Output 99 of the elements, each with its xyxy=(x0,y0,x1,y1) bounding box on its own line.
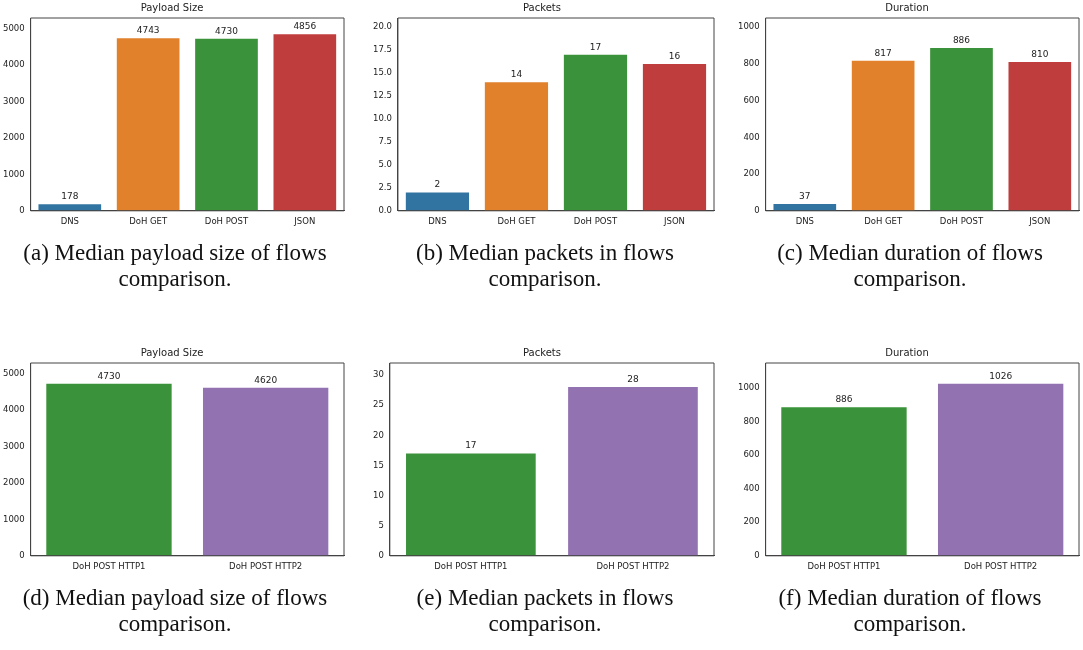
data-label: 17 xyxy=(465,440,477,451)
x-tick-label: DoH GET xyxy=(129,216,168,227)
y-tick-label: 10.0 xyxy=(372,113,392,124)
y-tick-label: 10 xyxy=(372,489,384,500)
y-tick-label: 1000 xyxy=(737,21,760,32)
bar xyxy=(116,38,180,211)
x-tick-label: DoH POST HTTP2 xyxy=(229,561,303,572)
data-label: 14 xyxy=(510,69,523,80)
bar xyxy=(484,82,549,211)
x-tick-label: DoH POST xyxy=(939,216,984,227)
y-tick-label: 1000 xyxy=(737,382,760,393)
chart-title: Payload Size xyxy=(140,1,204,13)
y-tick-label: 0.0 xyxy=(378,205,392,215)
y-tick-label: 0 xyxy=(754,550,760,560)
data-label: 817 xyxy=(874,47,892,58)
y-tick-label: 4000 xyxy=(2,404,25,415)
y-tick-label: 4000 xyxy=(2,59,25,70)
y-tick-label: 5000 xyxy=(2,368,25,379)
x-tick-label: JSON xyxy=(293,216,316,227)
y-tick-label: 400 xyxy=(743,482,760,493)
data-label: 37 xyxy=(799,190,811,201)
data-label: 17 xyxy=(589,41,602,52)
y-tick-label: 12.5 xyxy=(372,90,392,101)
x-tick-label: DoH POST xyxy=(573,216,618,227)
bar xyxy=(405,192,470,211)
chart-title: Duration xyxy=(885,1,929,13)
bar xyxy=(930,48,993,211)
y-tick-label: 1000 xyxy=(2,168,25,179)
data-label: 28 xyxy=(627,373,639,384)
y-tick-label: 5 xyxy=(378,519,384,530)
y-tick-label: 400 xyxy=(743,131,760,142)
y-tick-label: 0 xyxy=(754,205,760,215)
x-tick-label: DoH POST HTTP2 xyxy=(596,561,670,572)
data-label: 886 xyxy=(835,394,853,405)
y-tick-label: 600 xyxy=(743,449,760,460)
bar xyxy=(642,63,707,211)
y-tick-label: 0 xyxy=(19,205,25,215)
y-tick-label: 20 xyxy=(372,429,384,440)
data-label: 4743 xyxy=(136,25,160,36)
x-tick-label: DoH POST HTTP1 xyxy=(807,561,881,572)
y-tick-label: 0 xyxy=(378,550,384,560)
data-label: 4620 xyxy=(254,374,278,385)
y-tick-label: 200 xyxy=(743,168,760,179)
chart-title: Duration xyxy=(885,346,929,358)
text: (b) Median packets in flows comparison. xyxy=(414,240,675,292)
y-tick-label: 2000 xyxy=(2,132,25,143)
y-tick-label: 2000 xyxy=(2,477,25,488)
x-tick-label: DNS xyxy=(60,216,79,227)
chart-title: Payload Size xyxy=(140,346,204,358)
x-tick-label: DoH POST HTTP1 xyxy=(434,561,508,572)
x-tick-label: DoH POST xyxy=(204,216,249,227)
data-label: 1026 xyxy=(989,370,1013,381)
y-tick-label: 5.0 xyxy=(378,159,392,170)
x-tick-label: DoH POST HTTP2 xyxy=(964,561,1038,572)
x-tick-label: DoH GET xyxy=(864,216,903,227)
text: (f) Median duration of flows comparison. xyxy=(777,585,1043,637)
bar xyxy=(851,60,915,211)
y-tick-label: 3000 xyxy=(2,95,25,106)
y-tick-label: 20.0 xyxy=(372,21,392,32)
bar xyxy=(195,38,258,211)
data-label: 4730 xyxy=(215,25,239,36)
data-label: 810 xyxy=(1031,48,1049,59)
y-tick-label: 5000 xyxy=(2,23,25,34)
text: (d) Median payload size of flows comparison. xyxy=(21,585,329,637)
data-label: 4730 xyxy=(97,370,121,381)
y-tick-label: 25 xyxy=(372,399,384,410)
bar xyxy=(563,54,628,211)
x-tick-label: JSON xyxy=(1028,216,1051,227)
bar xyxy=(1008,62,1072,211)
x-tick-label: DNS xyxy=(795,216,814,227)
y-tick-label: 1000 xyxy=(2,513,25,524)
y-tick-label: 7.5 xyxy=(378,136,392,147)
y-tick-label: 0 xyxy=(19,550,25,560)
chart-title: Packets xyxy=(523,1,561,13)
y-tick-label: 30 xyxy=(372,369,384,380)
y-tick-label: 2.5 xyxy=(378,182,392,193)
y-tick-label: 200 xyxy=(743,516,760,527)
data-label: 886 xyxy=(952,34,971,45)
y-tick-label: 3000 xyxy=(2,440,25,451)
y-tick-label: 800 xyxy=(743,415,760,426)
x-tick-label: JSON xyxy=(663,216,685,227)
text: (a) Median payload size of flows comparison. xyxy=(22,240,328,292)
bar xyxy=(273,34,337,211)
bar xyxy=(38,204,102,211)
y-tick-label: 17.5 xyxy=(372,44,392,55)
x-tick-label: DNS xyxy=(428,216,447,227)
text: (e) Median packets in flows comparison. xyxy=(415,585,675,637)
text: (c) Median duration of flows comparison. xyxy=(776,240,1044,292)
x-tick-label: DoH GET xyxy=(497,216,537,227)
y-tick-label: 15 xyxy=(372,459,384,470)
chart-title: Packets xyxy=(523,346,561,358)
data-label: 178 xyxy=(61,191,79,202)
y-tick-label: 15.0 xyxy=(372,67,392,78)
y-tick-label: 600 xyxy=(743,94,760,105)
y-tick-label: 800 xyxy=(743,58,760,69)
data-label: 2 xyxy=(434,179,441,190)
data-label: 4856 xyxy=(293,21,317,31)
data-label: 16 xyxy=(668,50,681,61)
x-tick-label: DoH POST HTTP1 xyxy=(72,561,146,572)
